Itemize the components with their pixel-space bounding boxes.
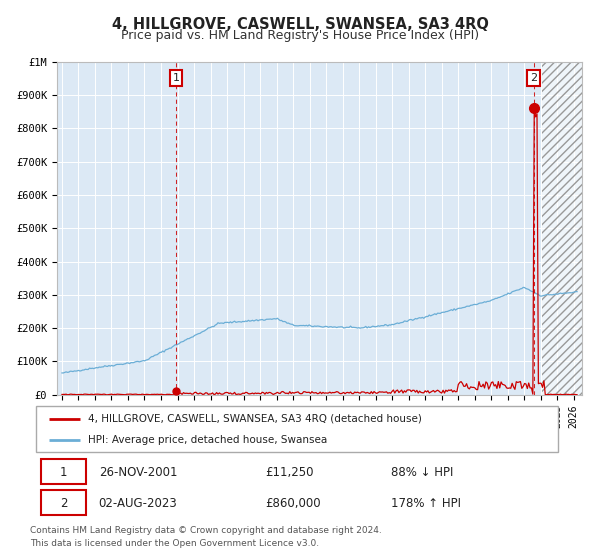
Text: Price paid vs. HM Land Registry's House Price Index (HPI): Price paid vs. HM Land Registry's House …: [121, 29, 479, 42]
Text: 26-NOV-2001: 26-NOV-2001: [98, 466, 177, 479]
Text: 2: 2: [60, 497, 67, 510]
Text: This data is licensed under the Open Government Licence v3.0.: This data is licensed under the Open Gov…: [30, 539, 319, 548]
FancyBboxPatch shape: [41, 459, 86, 484]
Text: 1: 1: [60, 466, 67, 479]
Text: £860,000: £860,000: [266, 497, 322, 510]
Text: 2: 2: [530, 73, 538, 83]
Bar: [542, 62, 582, 395]
Text: 178% ↑ HPI: 178% ↑ HPI: [391, 497, 461, 510]
Text: 1: 1: [173, 73, 179, 83]
Text: 4, HILLGROVE, CASWELL, SWANSEA, SA3 4RQ (detached house): 4, HILLGROVE, CASWELL, SWANSEA, SA3 4RQ …: [88, 413, 422, 423]
Text: 88% ↓ HPI: 88% ↓ HPI: [391, 466, 454, 479]
Bar: [542, 62, 582, 395]
Text: Contains HM Land Registry data © Crown copyright and database right 2024.: Contains HM Land Registry data © Crown c…: [30, 526, 382, 535]
Text: HPI: Average price, detached house, Swansea: HPI: Average price, detached house, Swan…: [88, 435, 328, 445]
Text: £11,250: £11,250: [266, 466, 314, 479]
FancyBboxPatch shape: [41, 491, 86, 516]
Text: 4, HILLGROVE, CASWELL, SWANSEA, SA3 4RQ: 4, HILLGROVE, CASWELL, SWANSEA, SA3 4RQ: [112, 17, 488, 32]
Text: 02-AUG-2023: 02-AUG-2023: [98, 497, 178, 510]
